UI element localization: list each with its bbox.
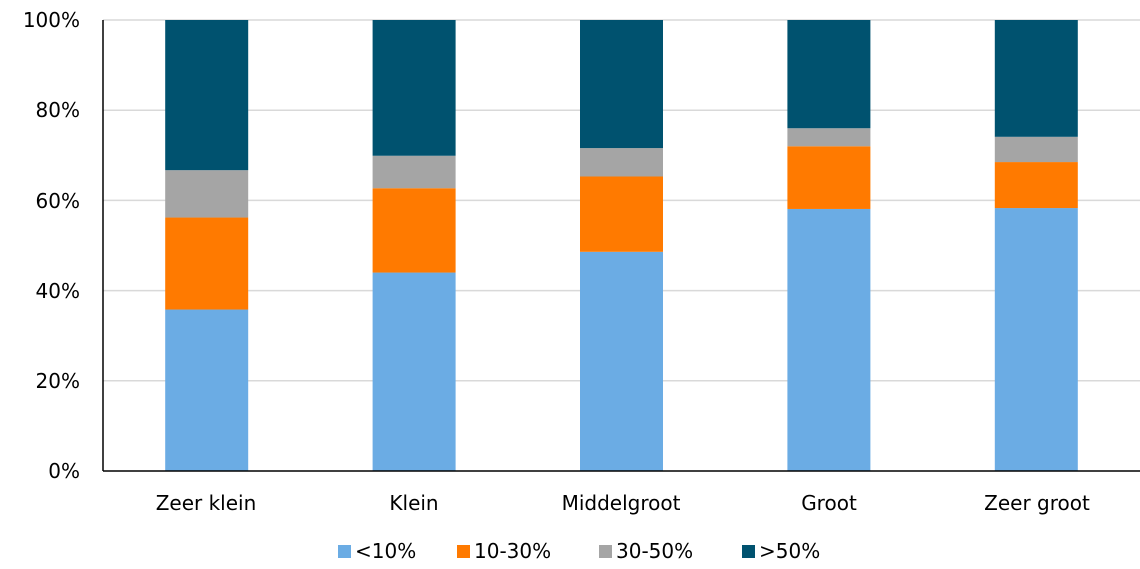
legend-swatch — [742, 545, 755, 558]
x-tick-label: Groot — [801, 491, 857, 515]
bar-segment — [994, 20, 1078, 137]
bar-segment — [994, 208, 1078, 471]
bar-segment — [787, 146, 871, 209]
legend-swatch — [457, 545, 470, 558]
legend-item-lt10: <10% — [338, 539, 416, 563]
bar-segment — [372, 188, 456, 273]
y-tick-label: 100% — [23, 8, 80, 32]
y-tick-label: 80% — [36, 98, 80, 122]
bar-segment — [787, 20, 871, 129]
legend-swatch — [338, 545, 351, 558]
bar-segment — [165, 20, 249, 171]
bar-segment — [994, 136, 1078, 163]
bar-segment — [165, 309, 249, 471]
legend-label: <10% — [355, 539, 416, 563]
legend-item-gt50: >50% — [742, 539, 820, 563]
x-tick-label: Klein — [389, 491, 438, 515]
x-tick-label: Zeer groot — [984, 491, 1090, 515]
bar-segment — [787, 128, 871, 147]
x-tick-labels: Zeer klein Klein Middelgroot Groot Zeer … — [156, 491, 1090, 515]
bar-segment — [994, 162, 1078, 209]
bar-segment — [580, 148, 663, 177]
bar-segment — [372, 272, 456, 471]
x-tick-label: Middelgroot — [562, 491, 681, 515]
bar-segment — [787, 208, 871, 471]
y-tick-labels: 0% 20% 40% 60% 80% 100% — [23, 8, 80, 483]
legend-swatch — [599, 545, 612, 558]
bars — [165, 20, 1078, 471]
y-tick-label: 20% — [36, 369, 80, 393]
legend-label: >50% — [759, 539, 820, 563]
bar-segment — [580, 251, 663, 471]
legend: <10% 10-30% 30-50% >50% — [338, 539, 820, 563]
bar-segment — [580, 20, 663, 149]
bar-segment — [165, 170, 249, 218]
legend-item-30-50: 30-50% — [599, 539, 693, 563]
legend-label: 10-30% — [474, 539, 551, 563]
x-tick-label: Zeer klein — [156, 491, 257, 515]
y-tick-label: 0% — [48, 459, 80, 483]
axes — [102, 20, 1140, 472]
bar-segment — [372, 20, 456, 156]
legend-item-10-30: 10-30% — [457, 539, 551, 563]
bar-segment — [165, 217, 249, 310]
y-tick-label: 60% — [36, 189, 80, 213]
bar-segment — [580, 176, 663, 252]
y-tick-label: 40% — [36, 279, 80, 303]
legend-label: 30-50% — [616, 539, 693, 563]
bar-segment — [372, 155, 456, 189]
